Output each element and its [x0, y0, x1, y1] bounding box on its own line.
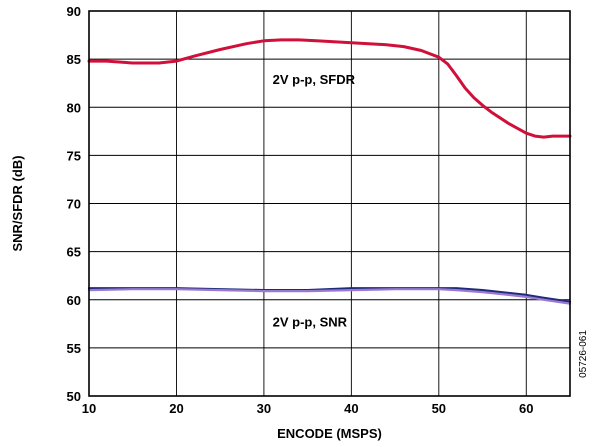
y-tick-label: 70 — [67, 197, 81, 212]
annotation-label: 2V p-p, SNR — [273, 315, 348, 330]
plot-frame — [88, 10, 571, 397]
y-tick-label: 80 — [67, 100, 81, 115]
y-tick-label: 50 — [67, 389, 81, 404]
series-lines — [87, 38, 572, 305]
figure-id: 05726-061 — [578, 330, 589, 378]
x-tick-label: 40 — [344, 401, 358, 416]
annotations: 2V p-p, SFDR 2V p-p, SNR — [273, 72, 356, 330]
x-axis-title: ENCODE (MSPS) — [277, 426, 382, 441]
y-tick-labels: 50 55 60 65 70 75 80 85 90 — [67, 4, 81, 404]
x-tick-label: 10 — [82, 401, 96, 416]
y-axis-title: SNR/SFDR (dB) — [10, 155, 25, 251]
y-tick-label: 65 — [67, 245, 81, 260]
y-tick-label: 75 — [67, 148, 81, 163]
annotation-label: 2V p-p, SFDR — [273, 72, 356, 87]
series-line-0 — [87, 38, 572, 139]
x-tick-label: 50 — [432, 401, 446, 416]
y-tick-label: 55 — [67, 341, 81, 356]
grid — [89, 11, 570, 396]
y-tick-label: 90 — [67, 4, 81, 19]
y-tick-label: 60 — [67, 293, 81, 308]
x-tick-label: 60 — [519, 401, 533, 416]
y-tick-label: 85 — [67, 52, 81, 67]
series-line-2 — [87, 288, 572, 305]
x-tick-label: 30 — [257, 401, 271, 416]
x-tick-labels: 10 20 30 40 50 60 — [82, 401, 534, 416]
x-tick-label: 20 — [169, 401, 183, 416]
